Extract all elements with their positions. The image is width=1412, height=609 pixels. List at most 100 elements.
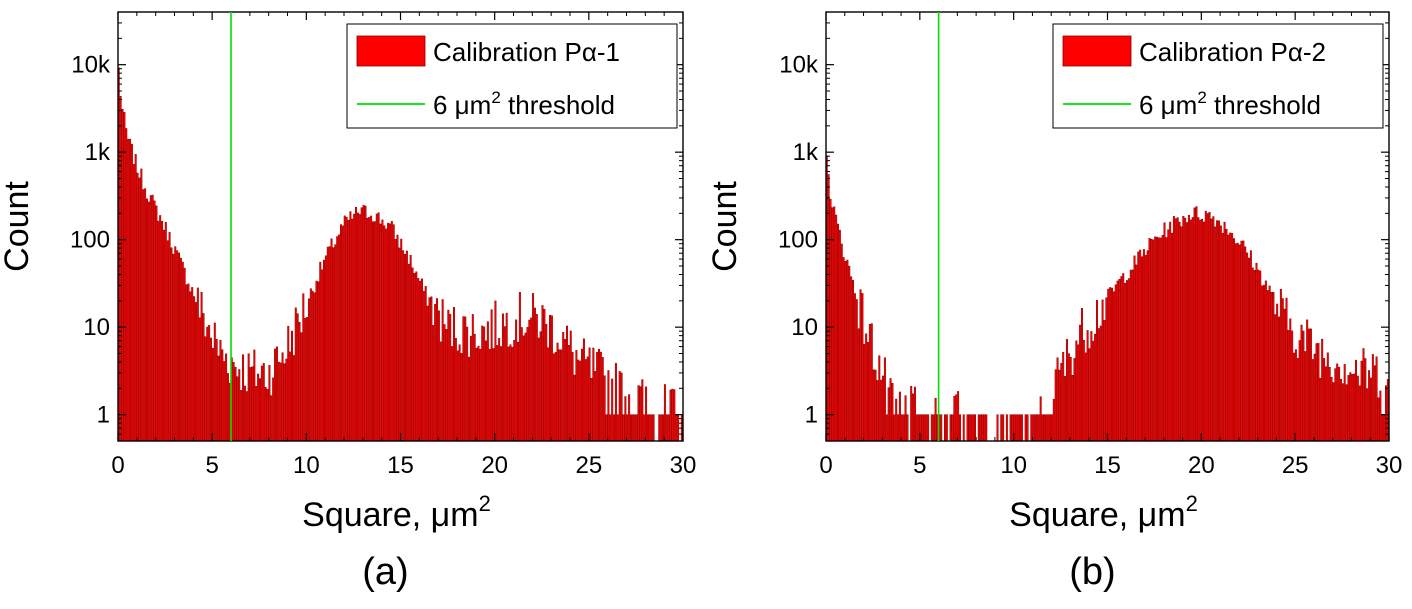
histogram-bar-b — [1084, 352, 1087, 442]
histogram-bar-b — [1266, 290, 1269, 442]
histogram-bar-a — [494, 300, 497, 442]
histogram-bar-a — [675, 414, 678, 442]
histogram-bar-a — [539, 331, 542, 442]
histogram-bar-a — [635, 414, 638, 442]
histogram-bar-b — [904, 395, 907, 442]
histogram-bar-a — [185, 284, 188, 442]
histogram-bar-b — [932, 414, 935, 442]
histogram-bar-b — [1073, 358, 1076, 442]
histogram-bar-a — [517, 341, 520, 442]
histogram-bar-b — [934, 397, 937, 442]
histogram-bar-a — [356, 212, 359, 442]
histogram-bar-a — [605, 414, 608, 442]
x-axis-label-text-a: Square, μm — [302, 496, 478, 534]
histogram-bar-b — [1375, 356, 1378, 442]
histogram-bar-b — [1304, 351, 1307, 442]
histogram-bar-a — [526, 327, 529, 442]
histogram-bar-a — [223, 361, 226, 442]
panel-label-b: (b) — [1069, 551, 1115, 593]
histogram-bar-b — [923, 414, 926, 442]
histogram-bar-a — [287, 325, 290, 442]
histogram-bar-a — [562, 332, 565, 442]
histogram-bar-a — [193, 296, 196, 442]
histogram-bar-a — [289, 351, 292, 442]
x-tick-label-a: 5 — [205, 452, 218, 479]
histogram-bar-a — [319, 261, 322, 442]
histogram-bar-b — [968, 414, 971, 442]
histogram-bar-a — [146, 198, 148, 442]
histogram-bar-b — [1257, 269, 1260, 442]
panel-a: 0 5 10 15 20 25 30 1 10 100 1k 10k Calibration Pα-1… — [0, 11, 696, 593]
histogram-bar-b — [878, 355, 881, 442]
histogram-bar-b — [833, 206, 836, 442]
histogram-bar-b — [1020, 414, 1023, 442]
histogram-bar-a — [251, 366, 254, 442]
histogram-bar-b — [876, 380, 879, 442]
histogram-bar-a — [513, 340, 516, 442]
histogram-bar-a — [405, 250, 408, 442]
histogram-bar-a — [162, 229, 165, 442]
histogram-bar-b — [1248, 257, 1250, 442]
histogram-bar-a — [385, 228, 388, 442]
y-axis-label-a: Count — [0, 181, 36, 272]
histogram-bar-a — [202, 313, 205, 442]
histogram-bar-a — [524, 332, 527, 442]
histogram-bar-b — [1364, 358, 1367, 442]
histogram-bar-a — [204, 336, 207, 442]
histogram-bar-b — [927, 414, 930, 442]
histogram-bar-b — [1152, 239, 1155, 442]
histogram-bar-a — [613, 414, 616, 442]
histogram-bar-b — [970, 414, 973, 442]
histogram-bar-b — [1231, 232, 1234, 442]
histogram-bar-a — [509, 344, 512, 442]
histogram-bar-b — [1353, 373, 1356, 442]
histogram-bar-a — [309, 288, 312, 442]
histogram-bar-b — [1197, 217, 1200, 442]
histogram-bar-b — [1169, 221, 1172, 442]
histogram-bar-a — [646, 414, 649, 442]
histogram-bar-a — [247, 353, 250, 442]
panel-b: 0 5 10 15 20 25 30 1 10 100 1k 10k Calibration Pα-2… — [706, 11, 1402, 593]
histogram-bar-b — [1377, 397, 1380, 442]
histogram-bar-a — [633, 414, 636, 442]
histogram-bar-b — [1124, 282, 1127, 442]
histogram-bar-b — [1178, 221, 1181, 442]
histogram-bar-b — [1105, 297, 1108, 442]
histogram-bar-a — [243, 385, 246, 442]
histogram-bar-a — [515, 319, 518, 442]
histogram-bar-b — [1362, 348, 1365, 442]
histogram-bar-a — [400, 238, 403, 442]
histogram-bar-b — [955, 394, 958, 442]
histogram-bar-a — [144, 188, 147, 442]
histogram-bar-a — [492, 348, 495, 442]
histogram-bar-a — [298, 321, 301, 442]
histogram-bar-a — [573, 374, 576, 442]
histogram-bar-a — [311, 290, 314, 442]
histogram-bar-b — [1187, 214, 1190, 442]
histogram-bar-a — [292, 355, 295, 442]
histogram-bar-b — [1264, 280, 1267, 442]
histogram-bar-b — [1111, 287, 1113, 442]
histogram-bar-a — [351, 218, 354, 442]
histogram-bar-b — [897, 414, 900, 442]
histogram-bar-b — [865, 333, 868, 442]
histogram-bar-b — [1311, 359, 1314, 442]
histogram-bar-b — [906, 414, 909, 442]
histogram-bar-b — [1298, 340, 1301, 442]
histogram-bar-b — [917, 414, 920, 442]
histogram-bar-b — [1090, 331, 1093, 442]
histogram-bar-a — [586, 356, 589, 442]
histogram-bar-b — [1217, 220, 1220, 442]
histogram-bar-b — [1373, 365, 1376, 442]
histogram-bar-b — [1208, 211, 1211, 442]
histogram-bar-b — [1101, 299, 1104, 442]
x-axis-label-b: Square, μm2 — [1009, 491, 1198, 534]
histogram-bar-a — [609, 414, 612, 442]
histogram-bar-a — [381, 219, 384, 442]
histogram-bar-a — [533, 307, 536, 442]
histogram-bar-a — [275, 346, 278, 442]
histogram-bar-b — [1294, 349, 1297, 442]
histogram-bar-b — [846, 259, 849, 442]
histogram-bar-b — [1189, 219, 1192, 442]
histogram-bar-b — [1165, 237, 1168, 442]
